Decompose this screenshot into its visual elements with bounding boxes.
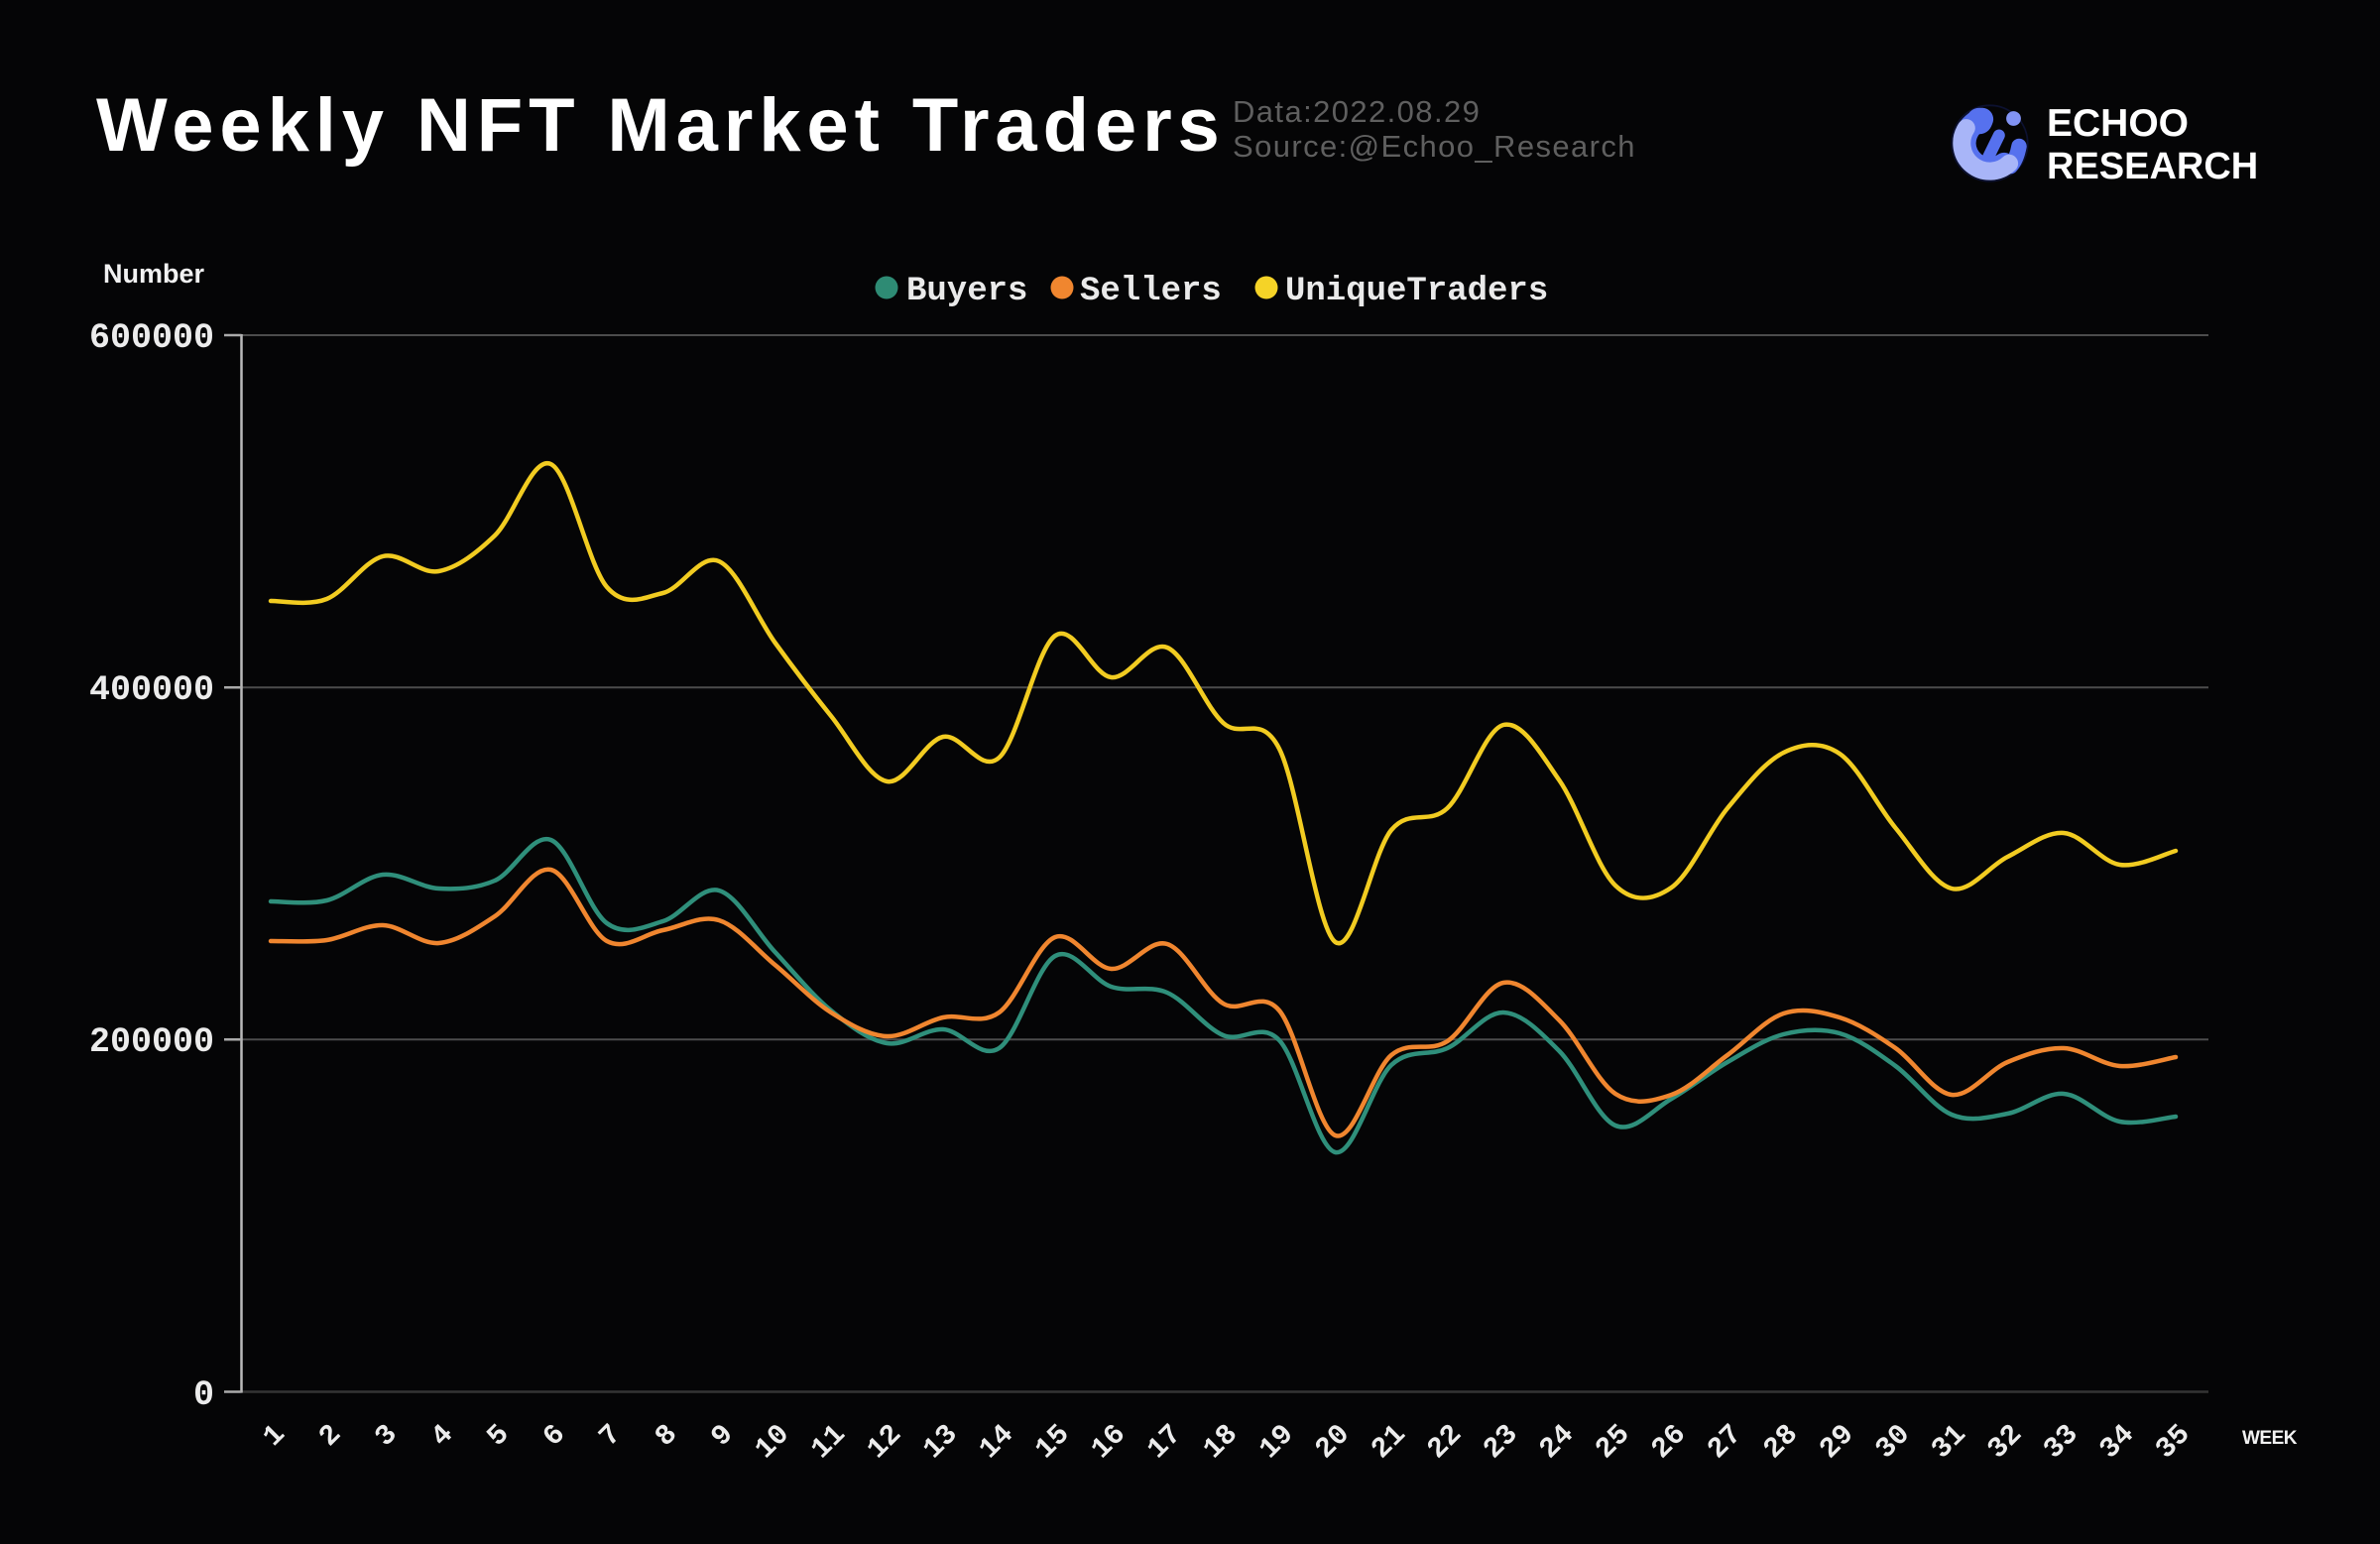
svg-text:200000: 200000: [89, 1022, 214, 1062]
svg-text:Buyers: Buyers: [906, 273, 1027, 310]
svg-text:UniqueTraders: UniqueTraders: [1285, 273, 1548, 310]
svg-text:600000: 600000: [89, 318, 214, 358]
svg-text:WEEK: WEEK: [2242, 1428, 2298, 1449]
svg-text:Weekly NFT Market Traders: Weekly NFT Market Traders: [96, 83, 1226, 168]
svg-text:ECHOO: ECHOO: [2047, 102, 2189, 145]
svg-text:RESEARCH: RESEARCH: [2047, 146, 2258, 187]
svg-text:400000: 400000: [89, 670, 214, 710]
svg-text:Data:2022.08.29: Data:2022.08.29: [1233, 94, 1481, 129]
svg-text:Sellers: Sellers: [1080, 273, 1222, 310]
svg-text:Number: Number: [103, 259, 205, 289]
svg-text:0: 0: [193, 1375, 214, 1415]
svg-text:Source:@Echoo_Research: Source:@Echoo_Research: [1233, 129, 1636, 164]
